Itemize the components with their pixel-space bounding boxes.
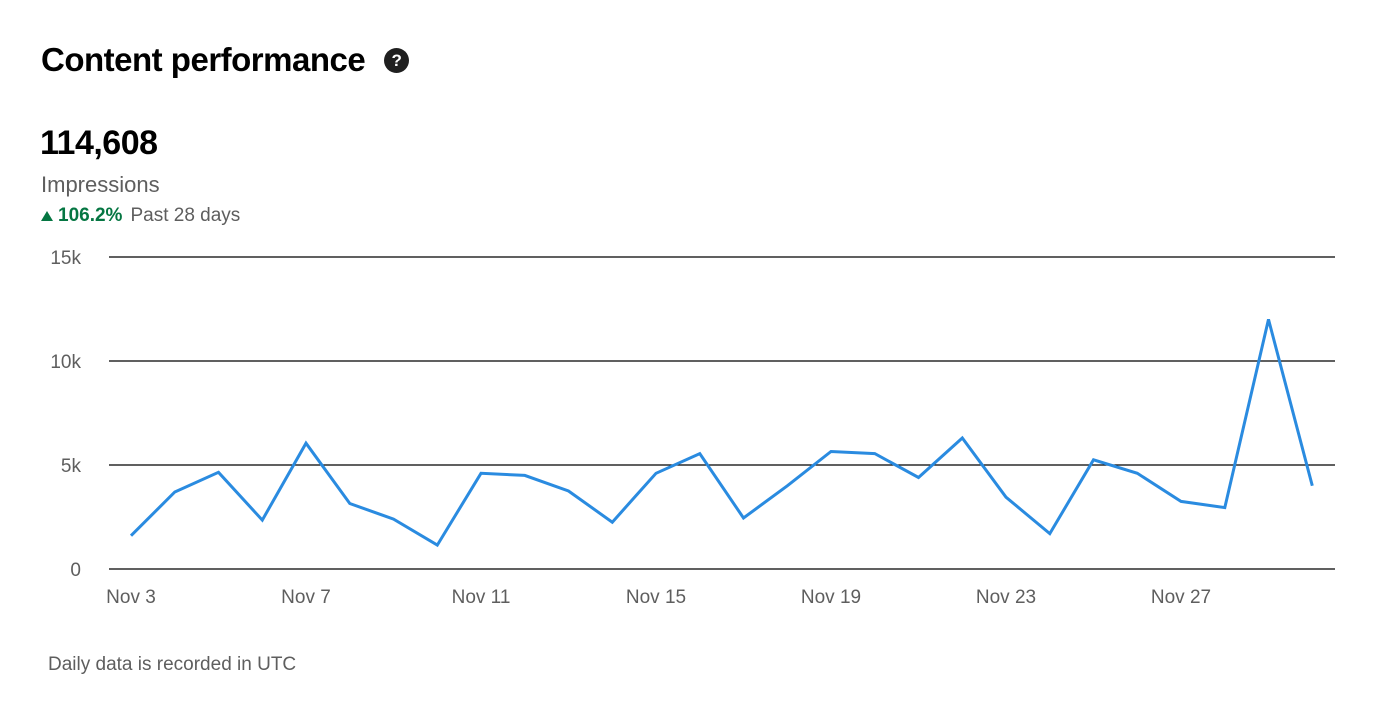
- help-icon[interactable]: ?: [384, 47, 410, 73]
- x-tick-label: Nov 19: [801, 587, 861, 608]
- triangle-up-icon: [41, 211, 53, 221]
- chart-x-axis: Nov 3 Nov 7 Nov 11 Nov 15 Nov 19 Nov 23 Nov 27: [106, 587, 1211, 608]
- y-tick-label: 10k: [50, 352, 81, 373]
- page-header: Content performance ?: [41, 38, 410, 82]
- page-title: Content performance: [41, 41, 366, 78]
- impressions-series-line: [129, 319, 1314, 548]
- x-tick-label: Nov 7: [281, 587, 331, 608]
- x-tick-label: Nov 15: [626, 587, 686, 608]
- chart-series: [129, 319, 1314, 548]
- utc-footnote: Daily data is recorded in UTC: [48, 654, 297, 675]
- y-tick-label: 5k: [61, 456, 82, 477]
- impressions-value: 114,608: [40, 124, 158, 162]
- change-indicator: 106.2% Past 28 days: [41, 205, 240, 227]
- y-tick-label: 15k: [50, 248, 81, 269]
- x-tick-label: Nov 27: [1151, 587, 1211, 608]
- y-tick-label: 0: [70, 560, 81, 581]
- x-tick-label: Nov 23: [976, 587, 1036, 608]
- chart-gridlines: [109, 256, 1335, 570]
- change-percent: 106.2%: [58, 205, 123, 226]
- impressions-label: Impressions: [41, 172, 160, 197]
- chart-y-axis: 0 5k 10k 15k: [50, 248, 81, 581]
- x-tick-label: Nov 3: [106, 587, 156, 608]
- change-period: Past 28 days: [130, 205, 241, 226]
- x-tick-label: Nov 11: [452, 587, 511, 608]
